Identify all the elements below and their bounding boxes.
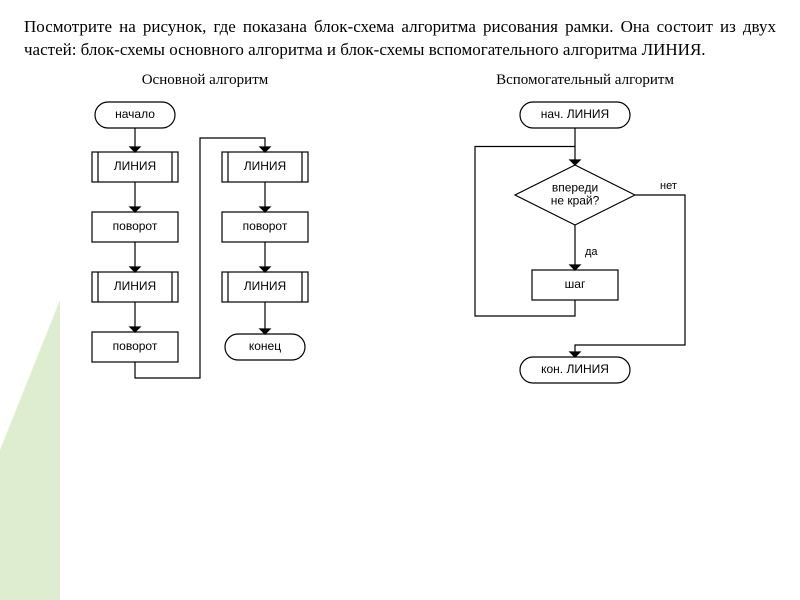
svg-text:ЛИНИЯ: ЛИНИЯ <box>114 159 156 173</box>
node-astart: нач. ЛИНИЯ <box>520 102 630 128</box>
svg-text:нет: нет <box>660 180 677 192</box>
svg-text:ЛИНИЯ: ЛИНИЯ <box>114 279 156 293</box>
background-accent <box>0 300 60 600</box>
node-end: конец <box>225 334 305 360</box>
svg-text:не край?: не край? <box>551 194 600 208</box>
node-p1: поворот <box>92 212 178 242</box>
aux-algorithm-flowchart: нач. ЛИНИЯ впередине край? шаг кон. ЛИНИЯ да… <box>435 95 735 515</box>
node-step: шаг <box>532 270 618 300</box>
svg-text:нач. ЛИНИЯ: нач. ЛИНИЯ <box>541 107 609 121</box>
svg-text:ЛИНИЯ: ЛИНИЯ <box>244 279 286 293</box>
svg-text:начало: начало <box>115 107 155 121</box>
node-l2: ЛИНИЯ <box>92 272 178 302</box>
aux-algorithm-title: Вспомогательный алгоритм <box>435 72 735 89</box>
svg-text:впереди: впереди <box>552 181 598 195</box>
main-algorithm-title: Основной алгоритм <box>65 72 345 89</box>
svg-text:да: да <box>585 246 598 258</box>
flowcharts-container: Основной алгоритм начало ЛИНИЯ поворот ЛИНИ… <box>0 72 800 515</box>
node-aend: кон. ЛИНИЯ <box>520 357 630 383</box>
node-l3: ЛИНИЯ <box>222 152 308 182</box>
svg-text:ЛИНИЯ: ЛИНИЯ <box>244 159 286 173</box>
main-algorithm-flowchart: начало ЛИНИЯ поворот ЛИНИЯ поворот ЛИНИЯ повор… <box>65 95 345 515</box>
node-l4: ЛИНИЯ <box>222 272 308 302</box>
svg-text:кон. ЛИНИЯ: кон. ЛИНИЯ <box>541 362 609 376</box>
node-l1: ЛИНИЯ <box>92 152 178 182</box>
svg-text:поворот: поворот <box>243 219 288 233</box>
svg-text:поворот: поворот <box>113 339 158 353</box>
svg-text:поворот: поворот <box>113 219 158 233</box>
node-p2: поворот <box>92 332 178 362</box>
node-dec: впередине край? <box>515 165 635 225</box>
svg-text:конец: конец <box>249 339 281 353</box>
aux-algorithm-column: Вспомогательный алгоритм нач. ЛИНИЯ впере… <box>435 72 735 515</box>
node-p3: поворот <box>222 212 308 242</box>
main-algorithm-column: Основной алгоритм начало ЛИНИЯ поворот ЛИНИ… <box>65 72 345 515</box>
node-start: начало <box>95 102 175 128</box>
svg-text:шаг: шаг <box>565 277 586 291</box>
description-text: Посмотрите на рисунок, где показана блок… <box>0 0 800 72</box>
